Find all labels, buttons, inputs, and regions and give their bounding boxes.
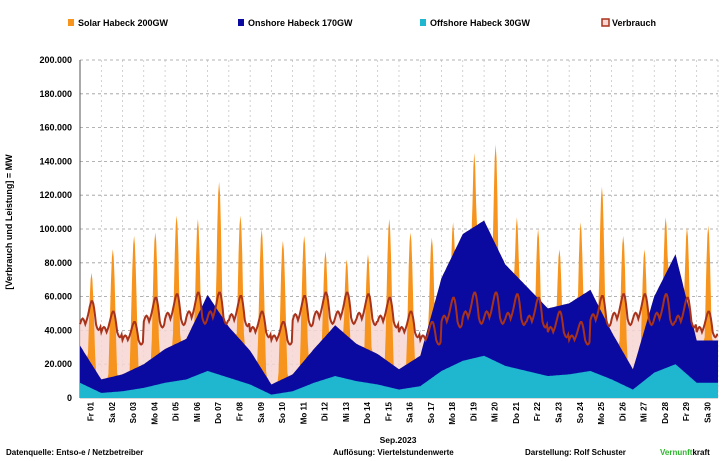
footer-author: Darstellung: Rolf Schuster <box>525 448 626 457</box>
y-tick-label: 180.000 <box>39 89 72 99</box>
x-tick-label: Mi 06 <box>193 401 202 422</box>
series-offshore-area <box>80 355 718 398</box>
y-tick-label: 100.000 <box>39 224 72 234</box>
legend-swatch <box>601 18 610 27</box>
x-tick-label: Mo 18 <box>448 401 457 424</box>
x-tick-label: Do 28 <box>661 401 670 423</box>
x-tick-label: Do 14 <box>363 401 372 423</box>
y-tick-label: 120.000 <box>39 190 72 200</box>
footer-source: Datenquelle: Entso-e / Netzbetreiber <box>6 448 144 457</box>
x-tick-label: Di 19 <box>469 401 478 421</box>
series-consumption-line <box>79 291 719 346</box>
x-tick-label: Do 21 <box>512 401 521 423</box>
x-tick-label: So 24 <box>576 401 585 423</box>
legend-swatch <box>420 19 426 26</box>
y-tick-label: 60.000 <box>44 292 72 302</box>
legend-label: Verbrauch <box>612 18 656 28</box>
x-tick-label: So 17 <box>427 401 436 423</box>
x-tick-label: Fr 01 <box>87 401 96 421</box>
x-tick-label: Fr 22 <box>533 401 542 421</box>
y-tick-labels: 0 20.000 40.000 60.000 80.000 100.000 120.000 1… <box>39 55 72 403</box>
x-tick-label: Fr 29 <box>682 401 691 421</box>
x-axis-label: Sep.2023 <box>380 435 417 445</box>
legend-swatch <box>68 19 74 26</box>
x-tick-label: Sa 30 <box>703 401 712 422</box>
x-tick-label: Do 07 <box>214 401 223 423</box>
footer-resolution: Auflösung: Viertelstundenwerte <box>333 448 454 457</box>
legend: Solar Habeck 200GW Onshore Habeck 170GW Of… <box>68 18 656 28</box>
x-tick-label: So 10 <box>278 401 287 423</box>
legend-label: Solar Habeck 200GW <box>78 18 169 28</box>
x-tick-label: Sa 09 <box>257 401 266 422</box>
y-tick-label: 200.000 <box>39 55 72 65</box>
x-tick-label: Sa 02 <box>108 401 117 422</box>
x-tick-label: Sa 23 <box>555 401 564 422</box>
footer-brand: Vernunftkraft <box>660 448 710 457</box>
brand-part-a: Vernunft <box>660 448 693 457</box>
y-axis-label: [Verbrauch und Leistung] = MW <box>4 154 14 290</box>
y-tick-label: 20.000 <box>44 359 72 369</box>
x-tick-label: So 03 <box>129 401 138 423</box>
x-tick-label: Di 26 <box>618 401 627 421</box>
y-tick-label: 140.000 <box>39 156 72 166</box>
y-tick-label: 160.000 <box>39 123 72 133</box>
x-tick-label: Fr 08 <box>236 401 245 421</box>
y-tick-label: 80.000 <box>44 258 72 268</box>
legend-label: Offshore Habeck 30GW <box>430 18 531 28</box>
series-onshore-area <box>80 220 718 398</box>
x-tick-label: Fr 15 <box>384 401 393 421</box>
x-tick-label: Di 05 <box>172 401 181 421</box>
legend-label: Onshore Habeck 170GW <box>248 18 353 28</box>
y-tick-label: 40.000 <box>44 325 72 335</box>
x-tick-label: Mi 13 <box>342 401 351 422</box>
x-tick-label: Mi 20 <box>491 401 500 422</box>
x-tick-label: Mo 25 <box>597 401 606 424</box>
series-areas <box>79 144 719 398</box>
x-tick-labels: Fr 01 Sa 02 So 03 Mo 04 Di 05 Mi 06 Do 07 Fr 08… <box>87 401 713 424</box>
x-tick-label: Di 12 <box>321 401 330 421</box>
brand-part-b: kraft <box>692 448 710 457</box>
x-tick-label: Mi 27 <box>640 401 649 422</box>
x-tick-label: Sa 16 <box>406 401 415 422</box>
y-tick-label: 0 <box>67 393 72 403</box>
x-tick-label: Mo 11 <box>299 401 308 424</box>
legend-swatch <box>238 19 244 26</box>
x-tick-label: Mo 04 <box>150 401 159 424</box>
